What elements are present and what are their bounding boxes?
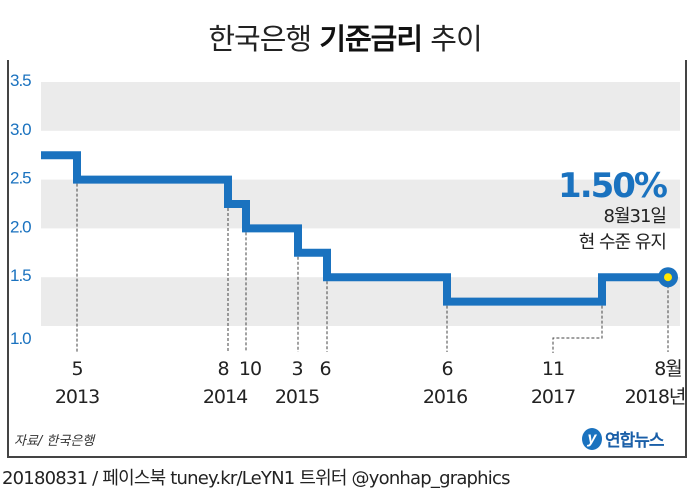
y-tick-label: 3.5 [10,71,31,90]
logo-text: 연합뉴스 [605,431,665,451]
y-tick-label: 2.5 [10,169,31,188]
y-tick-label: 3.0 [10,120,31,139]
x-year-label: 2013 [55,386,99,408]
y-tick-label: 1.5 [10,266,31,285]
rate-step-line [41,151,668,306]
x-month-label: 11 [542,358,564,380]
x-year-label: 2016 [423,386,467,408]
current-rate-callout: 1.50% 8월31일 현 수준 유지 [558,166,668,256]
title-part: 한국은행 [208,22,320,56]
x-month-label: 6 [319,358,330,380]
y-tick-label: 2.0 [10,217,31,236]
x-month-label: 3 [291,358,302,380]
x-month-label: 6 [441,358,452,380]
current-rate-note: 현 수준 유지 [578,232,667,253]
x-month-label: 8월 [654,358,682,380]
x-month-label: 8 [217,358,228,380]
logo-mark-icon: y [582,427,602,450]
chart-frame [7,60,687,458]
current-rate-marker-center [664,273,672,282]
yonhap-logo: y 연합뉴스 [582,426,665,451]
x-year-label: 2017 [531,386,575,408]
current-rate-value: 1.50% [558,166,668,206]
x-month-label: 10 [239,358,261,380]
grid-band [41,82,680,131]
grid-band [41,179,680,229]
current-rate-date: 8월31일 [603,206,667,227]
x-year-label: 2018년 [625,386,686,408]
y-tick-label: 1.0 [10,329,31,348]
x-year-label: 2014 [203,386,248,408]
footer-credit: 20180831 / 페이스북 tuney.kr/LeYN1 트위터 @yonh… [2,468,510,489]
source-note: 자료/ 한국은행 [14,434,95,449]
x-year-label: 2015 [275,386,319,408]
title-bold: 기준금리 [319,22,423,56]
x-month-label: 5 [71,358,82,380]
chart-title: 한국은행 기준금리 추이 [0,16,690,58]
title-part: 추이 [422,22,482,56]
dashed-guide [552,305,603,353]
